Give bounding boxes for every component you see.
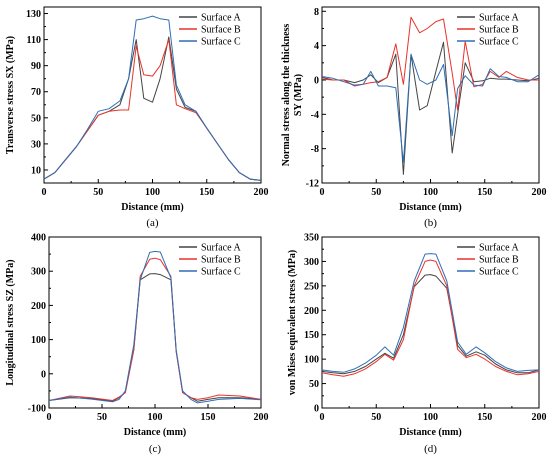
y-tick-label: 30 (31, 139, 41, 150)
y-axis-title: Normal stress along the thicknessSY (MPa… (281, 24, 304, 167)
y-tick-label: 90 (31, 61, 41, 72)
y-tick-label: 50 (309, 379, 319, 390)
panel-label: (b) (424, 217, 437, 229)
legend-entry: Surface C (479, 37, 519, 48)
series-line-surface-a (48, 273, 262, 402)
legend-entry: Surface B (201, 255, 241, 266)
y-tick-label: 350 (304, 233, 319, 244)
panel-label: (d) (424, 443, 437, 455)
y-tick-label: 8 (314, 7, 319, 18)
panel-label: (c) (149, 443, 162, 455)
x-tick-label: 0 (47, 412, 52, 423)
x-tick-label: 100 (423, 412, 438, 423)
y-axis-title-line: Normal stress along the thickness (281, 24, 292, 167)
x-tick-label: 200 (254, 412, 269, 423)
y-tick-label: -4 (311, 110, 319, 121)
x-tick-label: 100 (148, 412, 163, 423)
legend-entry: Surface B (479, 255, 519, 266)
y-tick-label: 100 (31, 335, 46, 346)
x-tick-label: 200 (254, 187, 269, 198)
y-tick-label: 70 (31, 87, 41, 98)
legend-entry: Surface C (479, 267, 519, 278)
series-line-surface-c (321, 53, 540, 163)
y-tick-label: 150 (304, 330, 319, 341)
y-axis-title-line: Longitudinal stress SZ (MPa) (5, 259, 16, 385)
y-tick-label: 250 (304, 281, 319, 292)
x-tick-label: 50 (371, 412, 381, 423)
x-axis-title: Distance (mm) (399, 202, 461, 213)
legend-entry: Surface C (201, 37, 241, 48)
x-tick-label: 50 (97, 412, 107, 423)
y-tick-label: 400 (31, 233, 46, 244)
x-tick-label: 150 (477, 187, 492, 198)
y-tick-label: 200 (31, 301, 46, 312)
y-axis-title: Longitudinal stress SZ (MPa) (5, 259, 16, 385)
series-line-surface-c (321, 253, 540, 373)
x-tick-label: 200 (532, 412, 547, 423)
legend-entry: Surface A (479, 13, 519, 24)
y-tick-label: 0 (314, 75, 319, 86)
y-tick-label: 200 (304, 306, 319, 317)
x-tick-label: 0 (320, 412, 325, 423)
x-tick-label: 150 (199, 187, 214, 198)
chart-panel-4: 0 50 100 150 200 0 50 100 150 200 250 300 350 Distanc… (287, 233, 547, 456)
y-tick-label: 50 (31, 113, 41, 124)
series-line-surface-a (321, 274, 540, 375)
y-tick-label: -100 (28, 404, 46, 415)
x-tick-label: 50 (93, 187, 103, 198)
series-line-surface-c (43, 15, 262, 181)
y-axis-title-line: von Mises equivalent stress (MPa) (287, 250, 298, 395)
chart-panel-1: 0 50 100 150 200 10 30 50 70 90 110 130 Distance (mm… (5, 6, 269, 229)
series-line-surface-c (48, 250, 262, 404)
series-line-surface-b (321, 259, 540, 377)
y-tick-label: 300 (31, 267, 46, 278)
legend-entry: Surface A (201, 13, 241, 24)
x-tick-label: 100 (145, 187, 160, 198)
y-tick-label: 130 (26, 9, 41, 20)
legend-entry: Surface C (201, 267, 241, 278)
series-line-surface-a (321, 41, 540, 175)
y-tick-label: 0 (41, 369, 46, 380)
y-axis-title: Transverse stress SX (MPa) (5, 36, 16, 154)
x-axis-title: Distance (mm) (399, 427, 461, 438)
y-tick-label: -12 (306, 179, 319, 190)
y-axis-title: von Mises equivalent stress (MPa) (287, 250, 298, 395)
x-tick-label: 50 (371, 187, 381, 198)
x-tick-label: 150 (201, 412, 216, 423)
x-tick-label: 200 (532, 187, 547, 198)
x-axis-title: Distance (mm) (121, 202, 183, 213)
x-tick-label: 150 (477, 412, 492, 423)
legend-entry: Surface B (201, 25, 241, 36)
y-tick-label: 10 (31, 165, 41, 176)
series-line-surface-b (48, 257, 262, 401)
series-line-surface-b (321, 16, 539, 111)
legend-entry: Surface A (201, 243, 241, 254)
y-axis-title-line: Transverse stress SX (MPa) (5, 36, 16, 154)
y-tick-label: 300 (304, 257, 319, 268)
y-tick-label: 4 (314, 41, 319, 52)
x-tick-label: 0 (320, 187, 325, 198)
chart-panel-2: 0 50 100 150 200 -12 -8 -4 0 4 8 Distance (mm) Norma… (281, 6, 547, 229)
y-axis-title-line: SY (MPa) (293, 74, 304, 116)
x-tick-label: 0 (42, 187, 47, 198)
legend-entry: Surface B (479, 25, 519, 36)
y-tick-label: 110 (27, 35, 41, 46)
panel-label: (a) (146, 217, 159, 229)
legend-entry: Surface A (479, 243, 519, 254)
y-tick-label: 0 (314, 404, 319, 415)
y-tick-label: -8 (311, 144, 319, 155)
x-axis-title: Distance (mm) (124, 427, 186, 438)
y-tick-label: 100 (304, 355, 319, 366)
x-tick-label: 100 (423, 187, 438, 198)
